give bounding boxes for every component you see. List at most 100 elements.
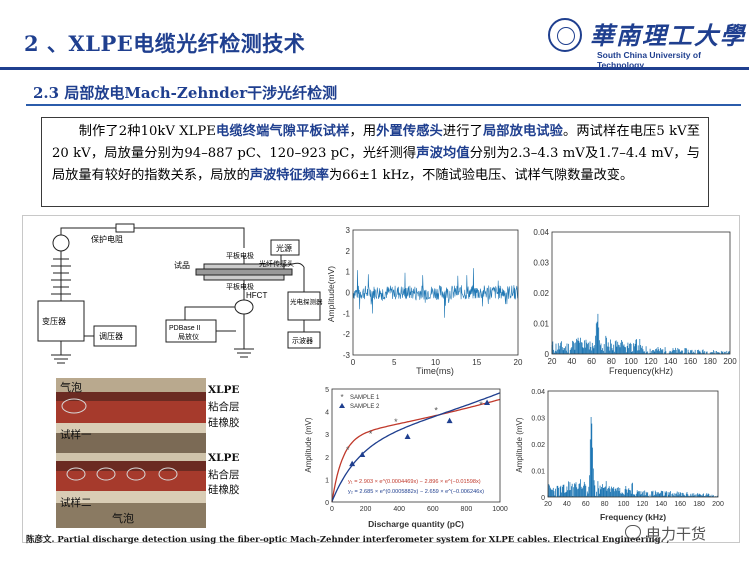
photo-label-adhesive-2: 粘合层 (208, 469, 240, 481)
label-plate-bottom: 平板电极 (226, 282, 254, 291)
photo-label-bubble-top: 气泡 (60, 381, 82, 394)
fit-curve (331, 398, 501, 502)
legend-marker (339, 403, 345, 408)
label-protect-resistor: 保护电阻 (91, 234, 123, 244)
x-tick-label: 100 (624, 357, 638, 366)
photo-label-bubble-bottom: 气泡 (112, 512, 134, 525)
chart-spectrum-1: 0 0.01 0.02 0.03 0.04 20 40 60 80 100 120 140 160 180… (533, 228, 737, 376)
x-tick-label: 140 (655, 501, 667, 508)
x-tick-label: 1000 (492, 506, 508, 513)
y-tick-label: 0.02 (533, 289, 549, 298)
para-highlight-1: 电缆终端气隙平板试样 (215, 124, 350, 139)
para-highlight-3: 局部放电试验 (482, 124, 563, 139)
photo-label-silicone-2: 硅橡胶 (208, 484, 240, 496)
photo-label-xlpe-1: XLPE (208, 384, 240, 396)
y-tick-label: 0 (346, 289, 351, 298)
summary-paragraph: 制作了2种10kV XLPE电缆终端气隙平板试样，用外置传感头进行了局部放电试验… (41, 117, 709, 207)
label-oscilloscope: 示波器 (292, 336, 313, 345)
watermark-text: 电力干货 (646, 525, 707, 543)
sample-photo-graphic (56, 378, 206, 528)
data-point: * (479, 400, 483, 410)
data-point (404, 433, 411, 439)
y-tick-label: 0.02 (531, 442, 545, 449)
x-tick-label: 100 (618, 501, 630, 508)
x-tick-label: 80 (601, 501, 609, 508)
data-point (349, 460, 356, 467)
label-detector: 光电探测器 (290, 297, 323, 306)
para-highlight-4: 声波均值 (416, 146, 470, 161)
university-name-cn: 華南理工大學 (590, 21, 746, 50)
test-circuit-diagram: 保护电阻 变压器 调压器 试品 平板电极 平板电极 光纤传感头 光源 HFCT … (37, 223, 323, 364)
para-text-1: 制作了2种10kV XLPE (78, 124, 216, 139)
chart4-xlabel: Frequency (kHz) (600, 512, 666, 522)
wechat-icon (625, 525, 641, 539)
y-tick-label: -1 (343, 309, 351, 318)
para-highlight-5: 声波特征频率 (249, 168, 329, 183)
label-sample: 试品 (174, 260, 190, 270)
label-hfct: HFCT (246, 291, 267, 300)
chart1-xlabel: Time(ms) (416, 366, 454, 376)
y-tick-label: 2 (346, 247, 351, 256)
x-tick-label: 0 (330, 506, 334, 513)
photo-label-sample-2: 试样二 (60, 497, 92, 509)
x-tick-label: 800 (461, 506, 473, 513)
y-tick-label: 3 (325, 432, 329, 439)
y-tick-label: 4 (325, 410, 329, 417)
para-text-3: 进行了 (442, 124, 483, 139)
data-point (484, 399, 491, 406)
chart3-equation-2: y₂ = 2.685 × e^(0.0005882x) − 2.659 × e^… (348, 489, 484, 495)
x-tick-label: 80 (607, 357, 616, 366)
x-tick-label: 20 (514, 358, 523, 367)
title-divider (0, 67, 749, 70)
x-tick-label: 140 (664, 357, 678, 366)
y-tick-label: 0.01 (533, 320, 549, 329)
university-emblem-icon (548, 18, 582, 52)
chart3-ylabel: Amplitude (mV) (304, 417, 313, 472)
section-divider (26, 104, 741, 106)
chart2-xlabel: Frequency(kHz) (609, 366, 673, 376)
y-tick-label: 5 (325, 387, 329, 394)
data-point (446, 417, 453, 424)
y-tick-label: 3 (346, 226, 351, 235)
x-tick-label: 120 (644, 357, 658, 366)
y-tick-label: 0.03 (533, 259, 549, 268)
chart3-xlabel: Discharge quantity (pC) (368, 519, 464, 529)
university-name-en: South China University of Technology (597, 50, 701, 70)
x-tick-label: 10 (431, 358, 440, 367)
x-tick-label: 180 (693, 501, 705, 508)
y-tick-label: 0.01 (531, 469, 545, 476)
x-tick-label: 600 (427, 506, 439, 513)
para-text-5: 分别为2.3–4.3 mV及1.7–4.4 mV，与局放量有较好的指数关系，局放… (52, 146, 700, 183)
data-point: * (369, 429, 373, 439)
data-point: * (434, 405, 438, 415)
data-point: * (346, 445, 350, 455)
x-tick-label: 15 (472, 358, 481, 367)
x-tick-label: 120 (637, 501, 649, 508)
x-tick-label: 160 (684, 357, 698, 366)
y-tick-label: 1 (325, 477, 329, 484)
x-tick-label: 200 (712, 501, 724, 508)
signal-trace (352, 268, 519, 318)
data-point (359, 451, 366, 458)
x-tick-label: 40 (563, 501, 571, 508)
legend-label: SAMPLE 1 (350, 395, 380, 401)
label-regulator: 调压器 (99, 332, 123, 341)
para-text-2: ，用 (349, 124, 377, 139)
page-title: 2 、XLPE电缆光纤检测技术 (24, 31, 306, 56)
chart-spectrum-2: 0 0.01 0.02 0.03 0.04 20 40 60 80 100 120 140 160 180… (515, 389, 724, 522)
photo-label-xlpe-2: XLPE (208, 452, 240, 464)
y-tick-label: 0 (545, 350, 550, 359)
sample-photo (56, 378, 206, 528)
x-tick-label: 200 (360, 506, 372, 513)
figure-caption: 陈彦文. Partial discharge detection using t… (26, 535, 670, 545)
x-tick-label: 0 (351, 358, 356, 367)
y-tick-label: 0 (325, 500, 329, 507)
y-tick-label: 1 (346, 268, 351, 277)
y-tick-label: -3 (343, 351, 351, 360)
para-text-4: 。两试样在电压5 kV至20 kV，局放量分别为94–887 pC、120–92… (52, 124, 700, 161)
legend-label: SAMPLE 2 (350, 404, 380, 410)
x-tick-label: 400 (393, 506, 405, 513)
chart-amplitude-vs-discharge: * * * * * 0 1 2 3 4 5 0 200 400 600 800 1000 * SAMPLE 1 S… (304, 387, 508, 529)
para-highlight-2: 外置传感头 (376, 124, 443, 139)
chart3-equation-1: y₁ = 2.903 × e^(0.0004469x) − 2.896 × e^… (348, 479, 481, 485)
